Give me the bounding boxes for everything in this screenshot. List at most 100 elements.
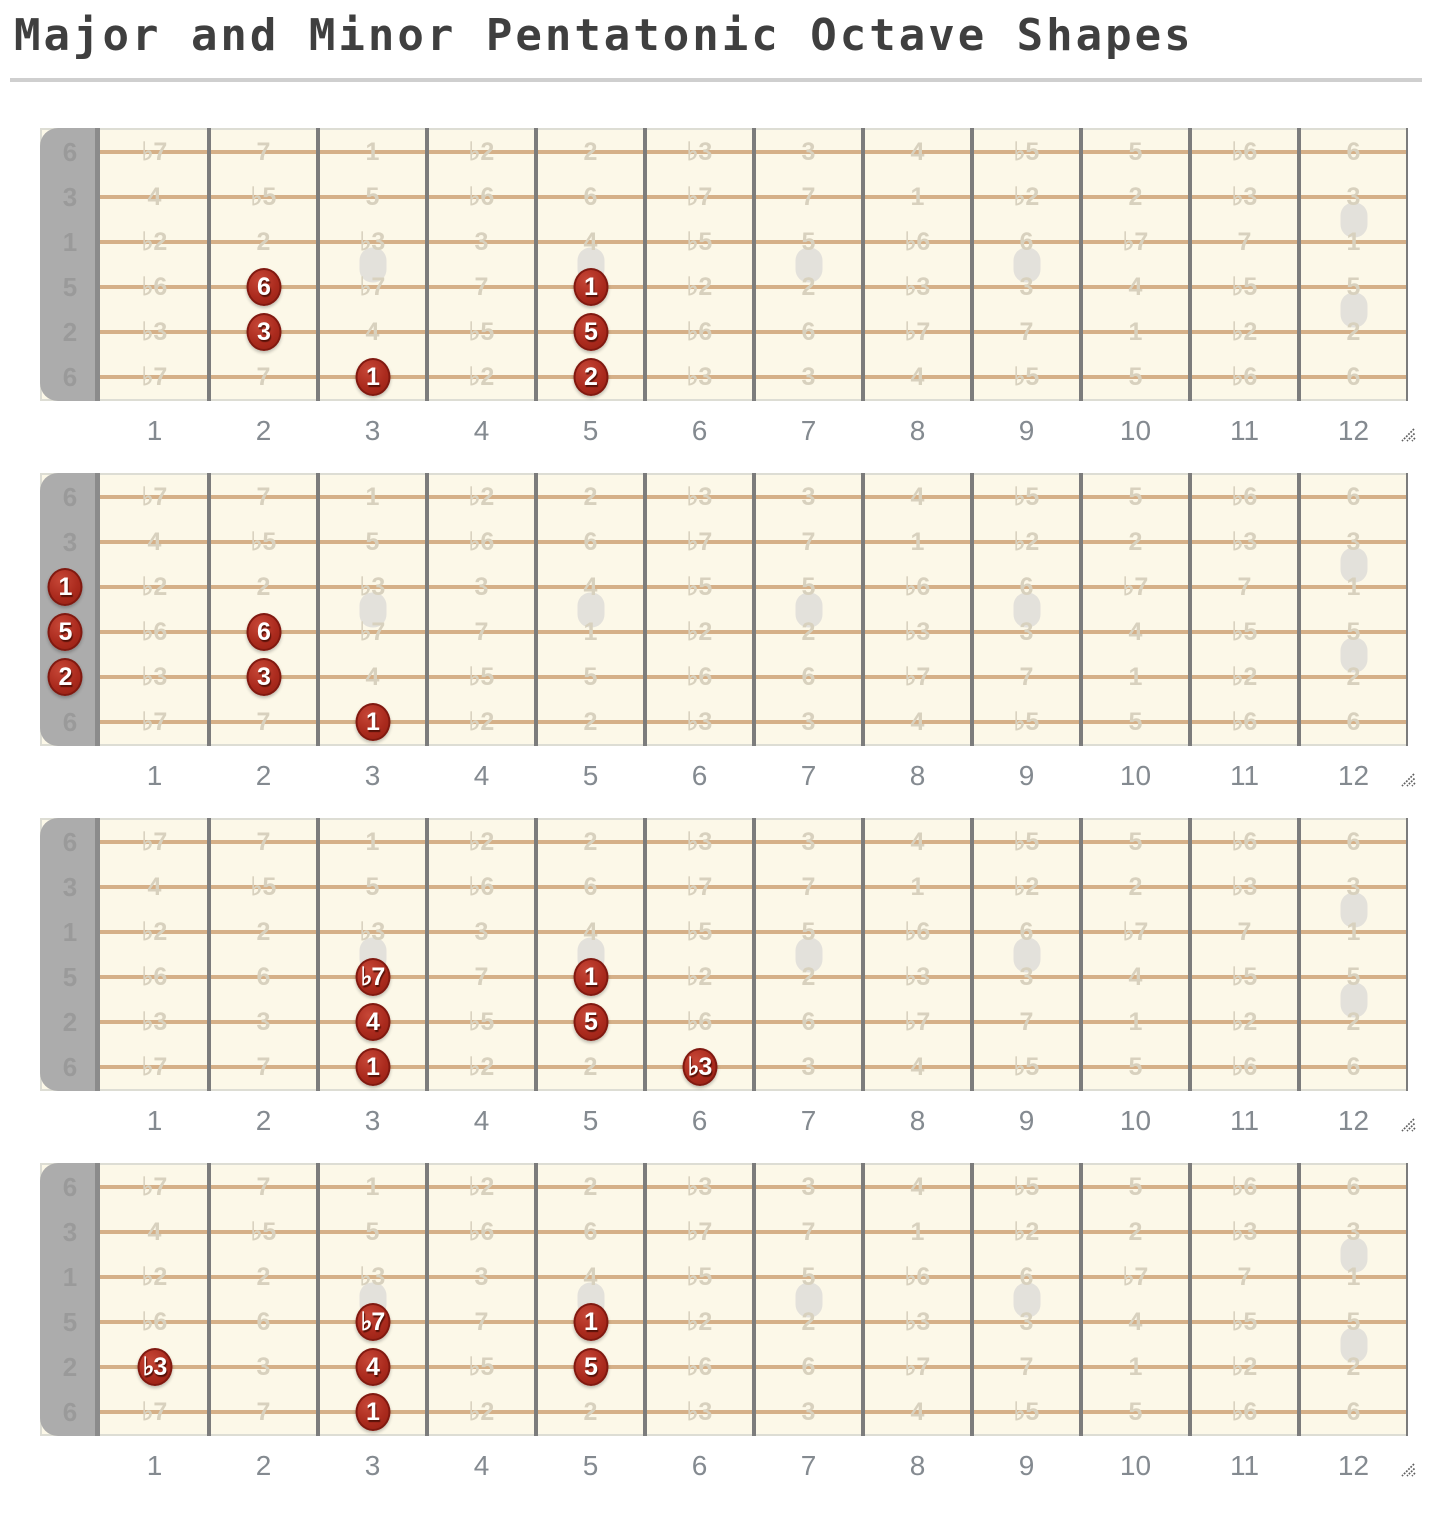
interval-cell[interactable]: ♭2 bbox=[468, 708, 495, 736]
interval-cell[interactable]: ♭6 bbox=[1231, 1398, 1258, 1426]
interval-cell[interactable]: ♭7 bbox=[359, 273, 386, 301]
interval-cell[interactable]: 1 bbox=[1128, 1008, 1143, 1036]
open-string-label[interactable]: 6 bbox=[62, 137, 78, 167]
open-string-label[interactable]: 1 bbox=[62, 917, 78, 947]
interval-cell[interactable]: 2 bbox=[583, 1173, 598, 1201]
interval-cell[interactable]: ♭3 bbox=[904, 963, 931, 991]
interval-cell[interactable]: ♭6 bbox=[1231, 1173, 1258, 1201]
interval-cell[interactable]: ♭2 bbox=[468, 483, 495, 511]
resize-grip[interactable] bbox=[1399, 427, 1416, 443]
interval-cell[interactable]: ♭5 bbox=[1013, 483, 1040, 511]
interval-cell[interactable]: 2 bbox=[1346, 1008, 1361, 1036]
interval-cell[interactable]: 2 bbox=[801, 1308, 816, 1336]
interval-cell[interactable]: ♭6 bbox=[904, 1263, 931, 1291]
interval-cell[interactable]: 7 bbox=[474, 1308, 489, 1336]
interval-cell[interactable]: 1 bbox=[1346, 228, 1361, 256]
interval-cell[interactable]: 6 bbox=[1346, 708, 1361, 736]
interval-cell[interactable]: ♭5 bbox=[1013, 1398, 1040, 1426]
open-string-label[interactable]: 2 bbox=[62, 1352, 78, 1382]
interval-cell[interactable]: 4 bbox=[1128, 273, 1143, 301]
interval-cell[interactable]: 6 bbox=[1019, 918, 1034, 946]
interval-cell[interactable]: 5 bbox=[1346, 618, 1361, 646]
interval-cell[interactable]: ♭7 bbox=[686, 528, 713, 556]
interval-cell[interactable]: 2 bbox=[1128, 1218, 1143, 1246]
interval-cell[interactable]: ♭3 bbox=[686, 138, 713, 166]
interval-cell[interactable]: 1 bbox=[1128, 663, 1143, 691]
note-dot[interactable]: 1 bbox=[573, 1303, 608, 1341]
interval-cell[interactable]: ♭2 bbox=[686, 963, 713, 991]
interval-cell[interactable]: 3 bbox=[1346, 873, 1361, 901]
interval-cell[interactable]: 6 bbox=[256, 963, 271, 991]
interval-cell[interactable]: 2 bbox=[1346, 318, 1361, 346]
interval-cell[interactable]: 4 bbox=[147, 1218, 162, 1246]
note-dot[interactable]: 1 bbox=[573, 268, 608, 306]
interval-cell[interactable]: 7 bbox=[256, 1398, 271, 1426]
note-dot[interactable]: 2 bbox=[573, 358, 608, 396]
interval-cell[interactable]: 5 bbox=[365, 873, 380, 901]
interval-cell[interactable]: ♭3 bbox=[359, 228, 386, 256]
open-string-label[interactable]: 3 bbox=[62, 872, 78, 902]
interval-cell[interactable]: 6 bbox=[256, 1308, 271, 1336]
interval-cell[interactable]: ♭3 bbox=[686, 483, 713, 511]
interval-cell[interactable]: ♭3 bbox=[686, 1398, 713, 1426]
interval-cell[interactable]: 4 bbox=[365, 663, 380, 691]
interval-cell[interactable]: ♭6 bbox=[468, 873, 495, 901]
note-dot[interactable]: 4 bbox=[355, 1003, 390, 1041]
interval-cell[interactable]: 7 bbox=[256, 138, 271, 166]
interval-cell[interactable]: ♭6 bbox=[686, 663, 713, 691]
interval-cell[interactable]: ♭7 bbox=[1122, 1263, 1149, 1291]
interval-cell[interactable]: ♭3 bbox=[686, 708, 713, 736]
interval-cell[interactable]: ♭3 bbox=[686, 1173, 713, 1201]
interval-cell[interactable]: ♭7 bbox=[904, 663, 931, 691]
interval-cell[interactable]: 3 bbox=[801, 1398, 816, 1426]
interval-cell[interactable]: ♭6 bbox=[1231, 828, 1258, 856]
interval-cell[interactable]: 4 bbox=[147, 183, 162, 211]
open-string-label[interactable]: 6 bbox=[62, 1052, 78, 1082]
interval-cell[interactable]: 4 bbox=[147, 528, 162, 556]
interval-cell[interactable]: 1 bbox=[910, 1218, 925, 1246]
interval-cell[interactable]: ♭7 bbox=[141, 363, 168, 391]
interval-cell[interactable]: 1 bbox=[1346, 573, 1361, 601]
interval-cell[interactable]: 4 bbox=[1128, 963, 1143, 991]
open-string-label[interactable]: 1 bbox=[62, 227, 78, 257]
interval-cell[interactable]: 6 bbox=[801, 663, 816, 691]
interval-cell[interactable]: 7 bbox=[256, 363, 271, 391]
interval-cell[interactable]: ♭3 bbox=[1231, 1218, 1258, 1246]
interval-cell[interactable]: ♭3 bbox=[359, 573, 386, 601]
interval-cell[interactable]: 5 bbox=[1346, 273, 1361, 301]
interval-cell[interactable]: ♭5 bbox=[468, 1353, 495, 1381]
interval-cell[interactable]: 6 bbox=[1019, 573, 1034, 601]
note-dot[interactable]: 1 bbox=[47, 568, 83, 606]
resize-grip[interactable] bbox=[1399, 1462, 1416, 1478]
interval-cell[interactable]: ♭7 bbox=[141, 1173, 168, 1201]
interval-cell[interactable]: 1 bbox=[365, 138, 380, 166]
interval-cell[interactable]: 2 bbox=[1128, 528, 1143, 556]
interval-cell[interactable]: ♭6 bbox=[686, 1008, 713, 1036]
open-string-label[interactable]: 5 bbox=[62, 962, 78, 992]
interval-cell[interactable]: ♭7 bbox=[141, 828, 168, 856]
note-dot[interactable]: 2 bbox=[47, 658, 83, 696]
open-string-label[interactable]: 2 bbox=[62, 317, 78, 347]
interval-cell[interactable]: 3 bbox=[801, 1173, 816, 1201]
open-string-label[interactable]: 3 bbox=[62, 1217, 78, 1247]
interval-cell[interactable]: ♭5 bbox=[250, 183, 277, 211]
interval-cell[interactable]: ♭7 bbox=[686, 1218, 713, 1246]
interval-cell[interactable]: ♭2 bbox=[1231, 318, 1258, 346]
interval-cell[interactable]: 6 bbox=[583, 1218, 598, 1246]
interval-cell[interactable]: 4 bbox=[910, 708, 925, 736]
interval-cell[interactable]: ♭6 bbox=[1231, 363, 1258, 391]
interval-cell[interactable]: ♭2 bbox=[1231, 1353, 1258, 1381]
note-dot[interactable]: ♭7 bbox=[355, 958, 390, 996]
note-dot[interactable]: 5 bbox=[573, 313, 608, 351]
interval-cell[interactable]: 7 bbox=[474, 963, 489, 991]
interval-cell[interactable]: ♭3 bbox=[904, 1308, 931, 1336]
interval-cell[interactable]: 6 bbox=[1346, 1173, 1361, 1201]
interval-cell[interactable]: 4 bbox=[910, 363, 925, 391]
interval-cell[interactable]: 2 bbox=[1346, 1353, 1361, 1381]
interval-cell[interactable]: 3 bbox=[1019, 273, 1034, 301]
resize-grip[interactable] bbox=[1399, 1117, 1416, 1133]
interval-cell[interactable]: ♭3 bbox=[359, 1263, 386, 1291]
interval-cell[interactable]: ♭2 bbox=[1013, 873, 1040, 901]
interval-cell[interactable]: 3 bbox=[1346, 1218, 1361, 1246]
interval-cell[interactable]: 6 bbox=[801, 1353, 816, 1381]
